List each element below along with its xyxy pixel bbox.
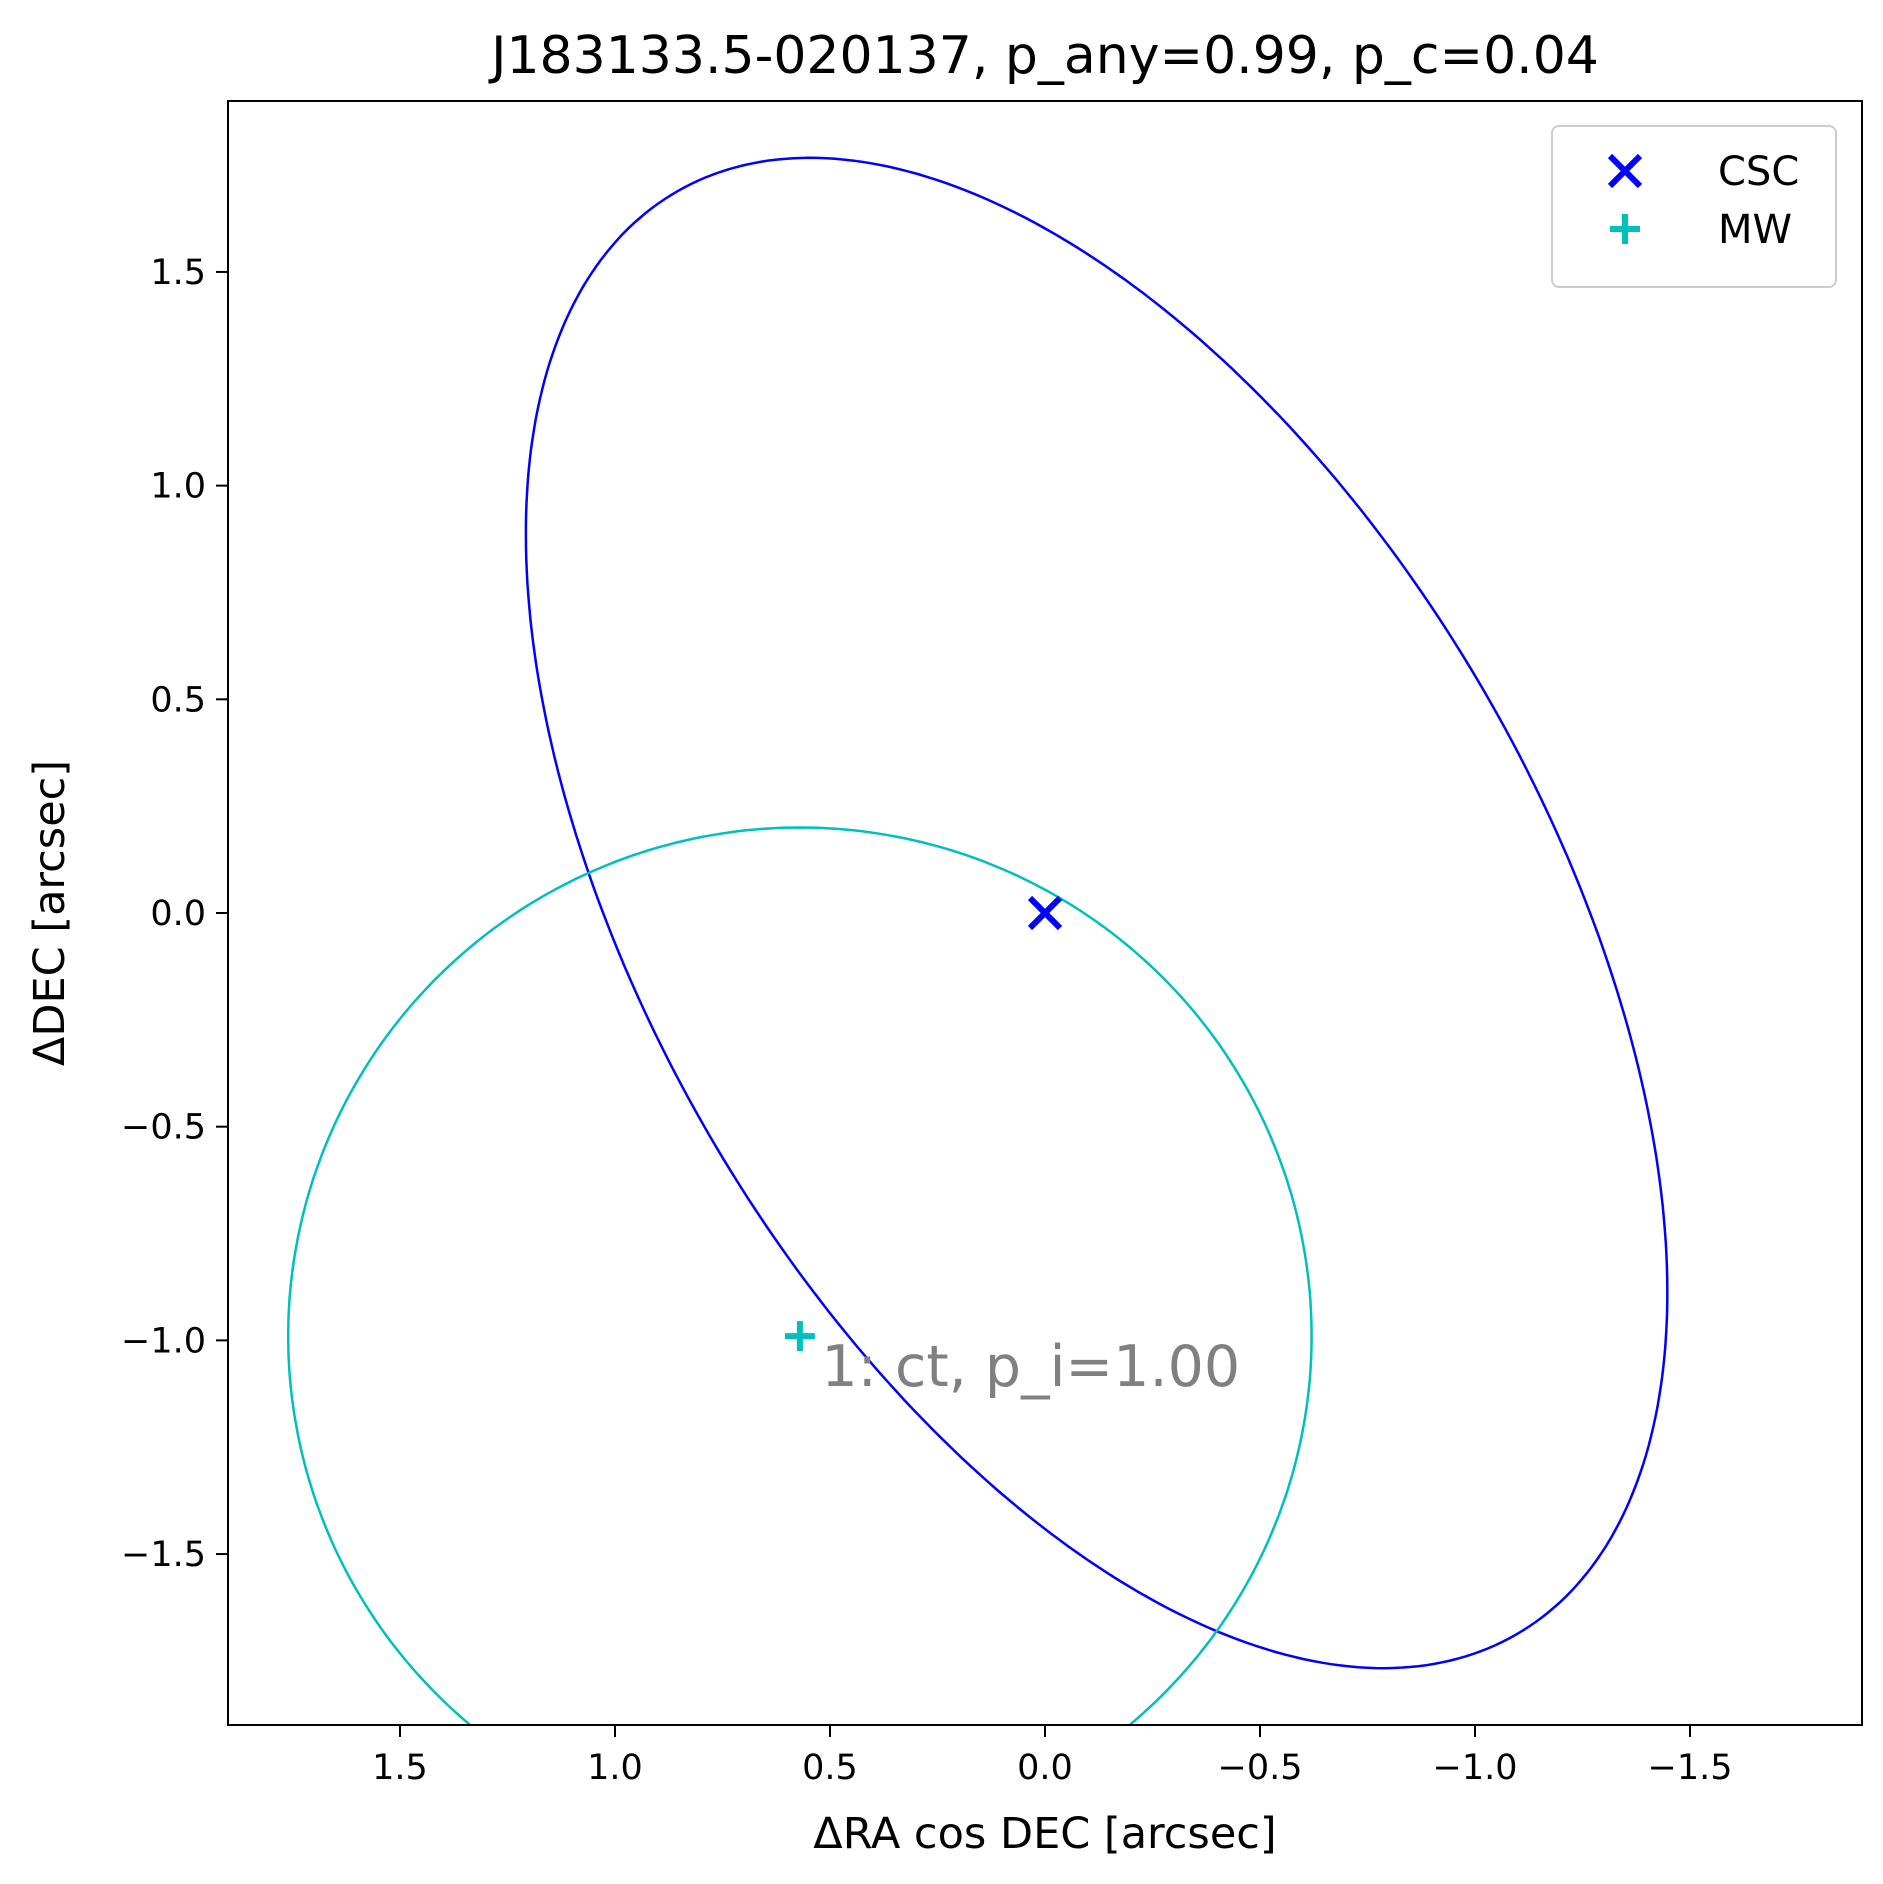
y-tick-label: 0.5 <box>150 680 206 720</box>
csc-marker <box>1027 895 1063 931</box>
x-tick-label: −0.5 <box>1218 1748 1303 1788</box>
x-tick-label: 1.5 <box>372 1748 428 1788</box>
x-tick-label: −1.5 <box>1648 1748 1733 1788</box>
legend-csc-label: CSC <box>1718 149 1799 195</box>
source-annotation: 1: ct, p_i=1.00 <box>821 1334 1240 1400</box>
y-tick-label: 1.5 <box>150 253 206 293</box>
legend-mw-label: MW <box>1718 207 1792 253</box>
x-tick-label: 1.0 <box>587 1748 643 1788</box>
error-ellipse-mw <box>286 826 1313 1725</box>
data-markers <box>784 895 1063 1352</box>
y-tick-label: 1.0 <box>150 467 206 507</box>
error-ellipse-csc <box>524 156 1669 1670</box>
x-axis-label: ΔRA cos DEC [arcsec] <box>813 1809 1276 1859</box>
x-tick-label: 0.0 <box>1017 1748 1073 1788</box>
y-tick-label: −1.0 <box>121 1321 206 1361</box>
y-tick-label: −1.5 <box>121 1535 206 1575</box>
y-axis-label: ΔDEC [arcsec] <box>25 760 75 1066</box>
legend: CSC MW <box>1551 125 1837 288</box>
error-ellipses <box>286 156 1669 1725</box>
chart-title: J183133.5-020137, p_any=0.99, p_c=0.04 <box>488 26 1599 86</box>
x-tick-label: 0.5 <box>802 1748 858 1788</box>
mw-marker <box>784 1321 815 1352</box>
legend-csc-icon <box>1607 153 1643 189</box>
y-axis-ticks: 1.5 1.0 0.5 0.0 −0.5 −1.0 −1.5 <box>121 253 228 1575</box>
y-tick-label: 0.0 <box>150 894 206 934</box>
annotations: 1: ct, p_i=1.00 <box>821 1334 1240 1400</box>
legend-mw-icon <box>1610 214 1640 244</box>
y-tick-label: −0.5 <box>121 1108 206 1148</box>
x-tick-label: −1.0 <box>1433 1748 1518 1788</box>
x-axis-ticks: 1.5 1.0 0.5 0.0 −0.5 −1.0 −1.5 <box>372 1725 1733 1788</box>
